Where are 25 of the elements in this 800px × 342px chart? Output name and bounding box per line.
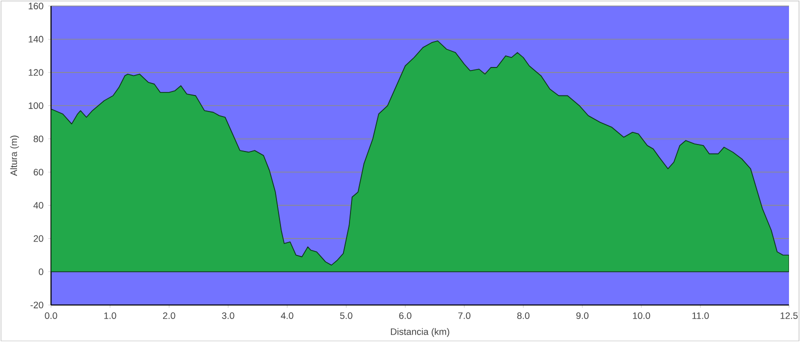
y-tick-label: 120	[28, 69, 44, 76]
x-tick-label: 9.0	[576, 312, 588, 319]
y-tick-label: 100	[28, 102, 44, 109]
x-tick-label: 12.5	[780, 312, 798, 319]
y-tick-label: 160	[28, 2, 44, 10]
x-tick-label: 1.0	[104, 312, 116, 319]
x-tick-label: 0.0	[44, 312, 58, 319]
y-tick-label: 0	[38, 268, 44, 276]
y-axis-title: Altura (m)	[10, 136, 19, 176]
x-tick-label: 3.0	[222, 312, 234, 319]
x-tick-label: 7.0	[458, 312, 470, 319]
x-tick-label: 4.0	[280, 312, 294, 319]
y-tick-label: 40	[33, 202, 44, 209]
y-tick-label: 140	[28, 36, 44, 43]
y-tick-label: 20	[34, 235, 44, 242]
y-tick-label: 80	[34, 136, 44, 142]
x-tick-label: 5.0	[340, 312, 352, 319]
y-tick-label: -20	[30, 302, 44, 308]
x-tick-label: 10.0	[633, 312, 650, 319]
y-tick-label: 60	[34, 168, 44, 176]
x-tick-label: 11.0	[692, 312, 709, 319]
x-axis-title: Distancia (km)	[390, 328, 450, 337]
x-tick-label: 6.0	[399, 312, 412, 319]
x-tick-label: 2.0	[163, 312, 176, 319]
x-tick-label: 8.0	[517, 312, 530, 319]
